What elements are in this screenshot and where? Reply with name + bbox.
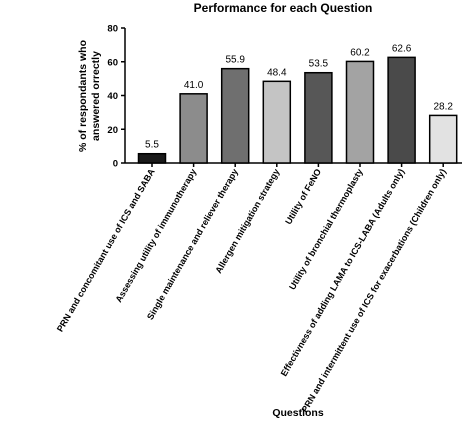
category-label: Single maintenance and reliever therapy (145, 167, 240, 321)
category-label: Assessing utility of immunotherapy (113, 167, 198, 304)
y-tick-label: 40 (107, 91, 118, 102)
data-label: 60.2 (350, 47, 370, 58)
y-tick-label: 20 (107, 125, 118, 136)
y-axis-title-line-2: answered orrectly (90, 51, 102, 141)
bar (387, 56, 416, 164)
bar (179, 93, 208, 164)
x-axis-title: Questions (272, 407, 324, 419)
bar (428, 114, 458, 164)
bar (137, 152, 167, 164)
bar (220, 67, 250, 164)
bar (304, 71, 333, 164)
category-labels: PRN and concomitant use of ICS and SABAA… (55, 163, 448, 414)
bar (345, 60, 375, 164)
chart-title: Performance for each Question (194, 1, 373, 15)
bars (137, 56, 458, 164)
data-label: 5.5 (145, 140, 159, 151)
y-axis-ticks: 0 20 40 60 80 (107, 24, 125, 170)
data-label: 53.5 (309, 59, 329, 70)
category-label: PRN and intermittent use of ICS for exac… (299, 167, 447, 414)
data-labels: 5.5 41.0 55.9 48.4 53.5 60.2 62.6 28.2 (145, 43, 453, 150)
data-label: 28.2 (433, 101, 453, 112)
y-tick-label: 0 (113, 159, 118, 170)
bar (262, 80, 292, 164)
category-label: Utility of FeNO (283, 167, 323, 226)
data-label: 41.0 (184, 80, 204, 91)
data-label: 48.4 (267, 67, 287, 78)
data-label: 62.6 (392, 43, 412, 54)
y-tick-label: 60 (107, 57, 118, 68)
y-axis-title-line-1: % of respondants who (77, 40, 89, 152)
y-axis-title: % of respondants who answered orrectly (77, 40, 102, 152)
data-label: 55.9 (225, 55, 245, 66)
category-label: Utility of bronchial thermoplasty (287, 167, 365, 292)
y-tick-label: 80 (107, 24, 118, 35)
